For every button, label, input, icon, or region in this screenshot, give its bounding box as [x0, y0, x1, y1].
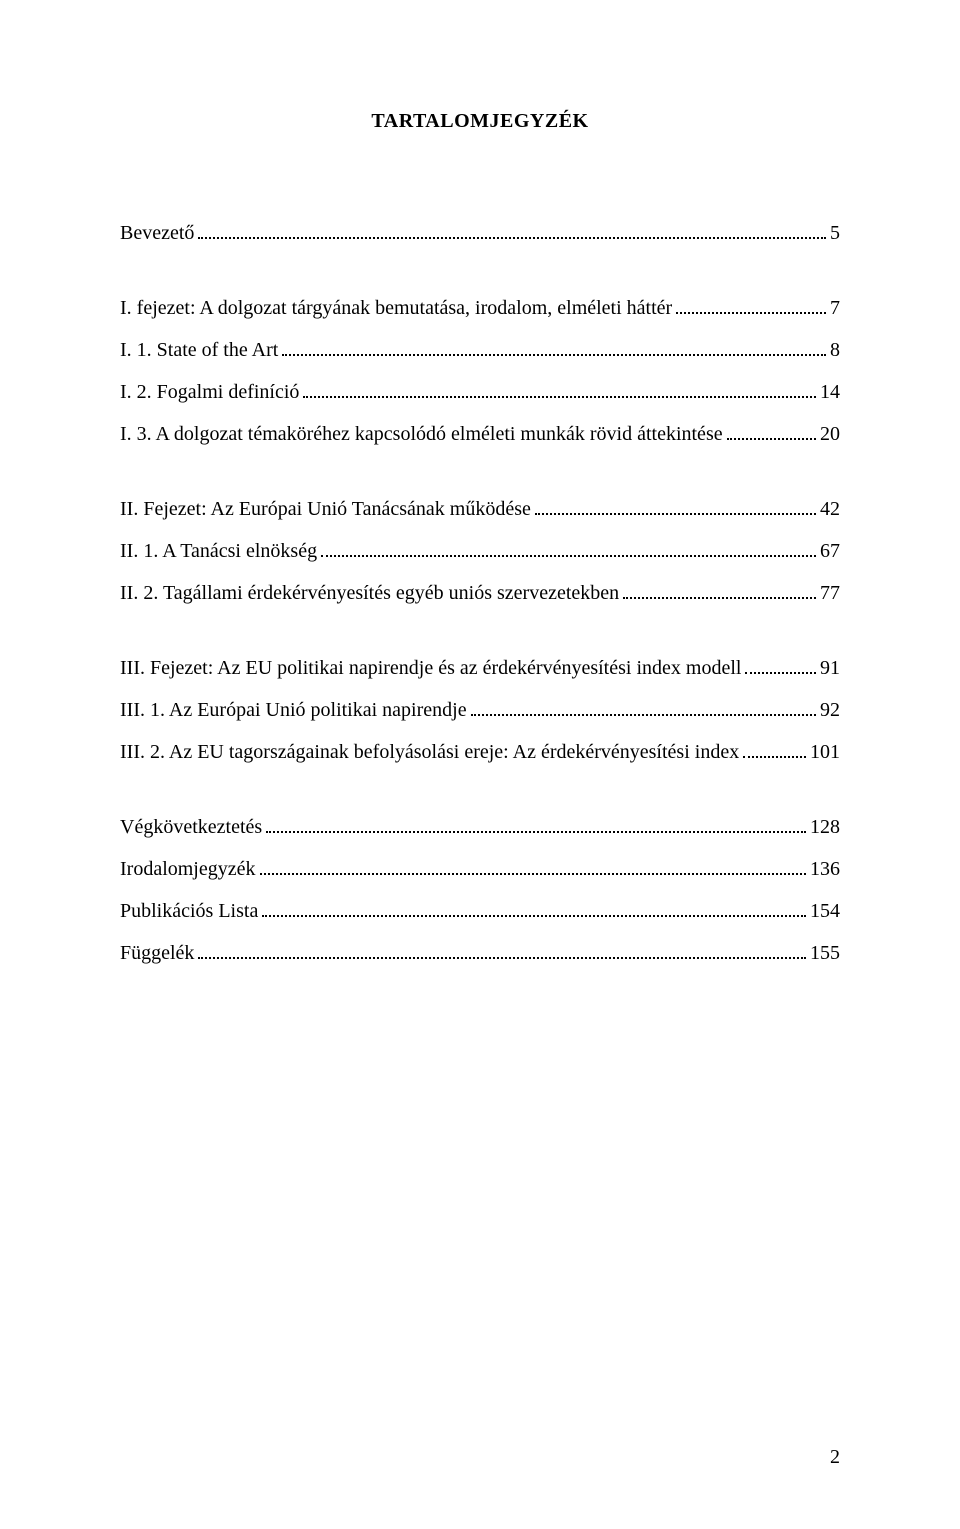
toc-entry-label: Végkövetkeztetés [120, 817, 262, 837]
toc-entry: III. 2. Az EU tagországainak befolyásolá… [120, 742, 840, 762]
toc-entry: Függelék 155 [120, 943, 840, 963]
toc-entry-page: 92 [820, 700, 840, 720]
toc-entry-page: 136 [810, 859, 840, 879]
toc-entry: II. Fejezet: Az Európai Unió Tanácsának … [120, 499, 840, 519]
toc-entry-page: 91 [820, 658, 840, 678]
toc-entry: Bevezető 5 [120, 223, 840, 243]
toc-entry-label: II. 2. Tagállami érdekérvényesítés egyéb… [120, 583, 619, 603]
toc-entry-label: I. 2. Fogalmi definíció [120, 382, 299, 402]
toc-leader [282, 342, 826, 356]
toc-title: TARTALOMJEGYZÉK [120, 110, 840, 133]
toc-entry-page: 128 [810, 817, 840, 837]
toc-entry-label: Függelék [120, 943, 194, 963]
toc-entry: I. 1. State of the Art 8 [120, 340, 840, 360]
toc-leader [745, 660, 816, 674]
toc-entry-page: 77 [820, 583, 840, 603]
toc-entry: Irodalomjegyzék 136 [120, 859, 840, 879]
toc-entry: III. 1. Az Európai Unió politikai napire… [120, 700, 840, 720]
toc-entry-page: 20 [820, 424, 840, 444]
toc-entry: II. 1. A Tanácsi elnökség 67 [120, 541, 840, 561]
toc-leader [303, 384, 816, 398]
toc-leader [471, 702, 816, 716]
toc-entry-page: 14 [820, 382, 840, 402]
toc-leader [321, 543, 816, 557]
toc-entry-page: 154 [810, 901, 840, 921]
toc-entry-label: II. Fejezet: Az Európai Unió Tanácsának … [120, 499, 531, 519]
toc-leader [262, 903, 806, 917]
toc-leader [743, 744, 806, 758]
page-container: TARTALOMJEGYZÉK Bevezető 5 I. fejezet: A d… [0, 0, 960, 1529]
page-number: 2 [830, 1446, 840, 1469]
toc-entry: Publikációs Lista 154 [120, 901, 840, 921]
toc-leader [676, 300, 826, 314]
toc-entry-page: 8 [830, 340, 840, 360]
toc-list: Bevezető 5 I. fejezet: A dolgozat tárgyána… [120, 223, 840, 963]
toc-entry-page: 101 [810, 742, 840, 762]
toc-leader [535, 501, 816, 515]
toc-entry-label: III. 2. Az EU tagországainak befolyásolá… [120, 742, 739, 762]
toc-leader [727, 426, 816, 440]
toc-entry-label: III. Fejezet: Az EU politikai napirendje… [120, 658, 741, 678]
toc-entry: III. Fejezet: Az EU politikai napirendje… [120, 658, 840, 678]
toc-entry: Végkövetkeztetés 128 [120, 817, 840, 837]
toc-leader [623, 585, 816, 599]
toc-entry-label: III. 1. Az Európai Unió politikai napire… [120, 700, 467, 720]
toc-entry-label: I. 3. A dolgozat témaköréhez kapcsolódó … [120, 424, 723, 444]
toc-entry-page: 5 [830, 223, 840, 243]
toc-leader [198, 225, 826, 239]
toc-entry-label: Irodalomjegyzék [120, 859, 256, 879]
toc-entry: I. fejezet: A dolgozat tárgyának bemutat… [120, 298, 840, 318]
toc-leader [260, 861, 807, 875]
toc-entry-label: Publikációs Lista [120, 901, 258, 921]
toc-entry: II. 2. Tagállami érdekérvényesítés egyéb… [120, 583, 840, 603]
toc-entry-label: II. 1. A Tanácsi elnökség [120, 541, 317, 561]
toc-entry: I. 3. A dolgozat témaköréhez kapcsolódó … [120, 424, 840, 444]
toc-entry-label: I. fejezet: A dolgozat tárgyának bemutat… [120, 298, 672, 318]
toc-entry-page: 42 [820, 499, 840, 519]
toc-entry-page: 67 [820, 541, 840, 561]
toc-leader [266, 819, 806, 833]
toc-entry-label: I. 1. State of the Art [120, 340, 278, 360]
toc-leader [198, 945, 806, 959]
toc-entry: I. 2. Fogalmi definíció 14 [120, 382, 840, 402]
toc-entry-page: 7 [830, 298, 840, 318]
toc-entry-page: 155 [810, 943, 840, 963]
toc-entry-label: Bevezető [120, 223, 194, 243]
